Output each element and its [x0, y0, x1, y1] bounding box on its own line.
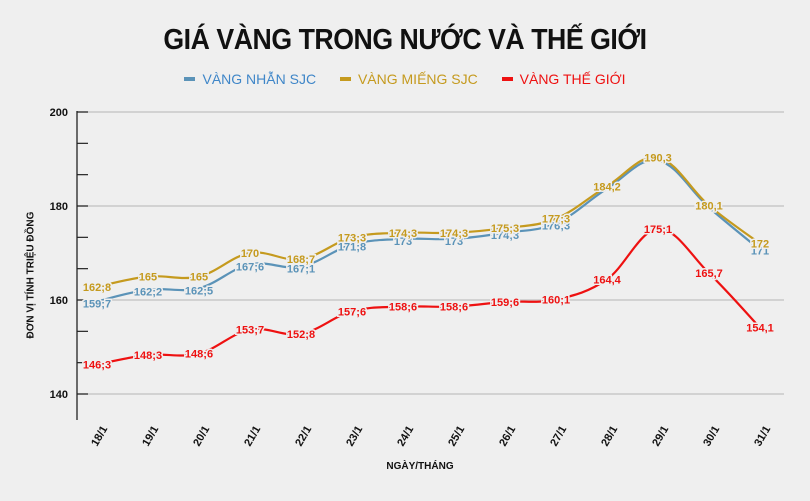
x-tick-label: 23/1 — [344, 424, 365, 449]
chart-title: GIÁ VÀNG TRONG NƯỚC VÀ THẾ GIỚI — [163, 24, 647, 56]
data-label: 148;3 — [134, 350, 162, 362]
data-label: 158;6 — [440, 302, 468, 314]
data-label: 159;6 — [491, 297, 519, 309]
data-label: 174;3 — [389, 228, 417, 240]
legend-item-vang-the-gioi[interactable]: VÀNG THẾ GIỚI — [501, 71, 626, 87]
data-label: 168;7 — [287, 254, 315, 266]
data-label: 174;3 — [440, 228, 468, 240]
y-tick-label: 180 — [50, 201, 68, 213]
data-label: 160;1 — [542, 295, 570, 307]
data-label: 173 — [394, 236, 412, 248]
data-label: 174;3 — [491, 230, 519, 242]
data-label: 153;7 — [236, 325, 264, 337]
data-label: 175;3 — [491, 223, 519, 235]
x-tick-label: 21/1 — [242, 424, 263, 449]
data-label: 148;6 — [185, 349, 213, 361]
data-label: 162;5 — [185, 285, 213, 297]
data-label: 154,1 — [746, 323, 774, 335]
x-axis-title: NGÀY/THÁNG — [386, 461, 454, 472]
x-tick-label: 28/1 — [599, 424, 620, 449]
data-label: 159;7 — [83, 298, 111, 310]
data-label: 180,1 — [695, 201, 723, 213]
legend-label: VÀNG NHẪN SJC — [202, 71, 317, 87]
data-label: 165,7 — [695, 268, 723, 280]
x-tick-label: 19/1 — [140, 424, 161, 449]
data-label: 171 — [751, 245, 769, 257]
legend-item-vang-nhan-sjc[interactable]: VÀNG NHẪN SJC — [184, 71, 316, 87]
data-label: 158;6 — [389, 302, 417, 314]
data-label: 184,2 — [593, 181, 621, 193]
legend-swatch-icon — [501, 77, 513, 82]
legend-label: VÀNG MIẾNG SJC — [357, 71, 478, 87]
data-label: 172 — [751, 239, 769, 251]
data-label: 175;1 — [644, 224, 672, 236]
data-label: 164,4 — [593, 274, 621, 286]
chart-legend: VÀNG NHẪN SJC VÀNG MIẾNG SJC VÀNG THẾ GI… — [0, 71, 810, 87]
x-tick-label: 31/1 — [752, 424, 773, 449]
x-tick-label: 20/1 — [191, 424, 212, 449]
legend-item-vang-mieng-sjc[interactable]: VÀNG MIẾNG SJC — [339, 71, 478, 87]
y-tick-label: 140 — [50, 389, 68, 401]
x-tick-label: 18/1 — [89, 424, 110, 449]
data-label: 162;8 — [83, 282, 111, 294]
data-label: 176;3 — [542, 220, 570, 232]
data-label: 167;6 — [236, 261, 264, 273]
data-label: 146;3 — [83, 359, 111, 371]
x-tick-label: 22/1 — [293, 424, 314, 449]
y-tick-label: 160 — [50, 295, 68, 307]
data-label: 173;3 — [338, 232, 366, 244]
x-tick-label: 25/1 — [446, 424, 467, 449]
y-tick-label: 200 — [50, 107, 68, 119]
series-line-2 — [96, 227, 761, 366]
data-label: 157;6 — [338, 306, 366, 318]
data-label: 165 — [190, 272, 208, 284]
data-label: 165 — [139, 272, 157, 284]
x-tick-label: 29/1 — [650, 424, 671, 449]
legend-swatch-icon — [339, 77, 351, 82]
data-label: 162;2 — [134, 287, 162, 299]
data-label: 152;8 — [287, 329, 315, 341]
series-line-1 — [96, 156, 761, 288]
data-label: 171;8 — [338, 242, 366, 254]
legend-swatch-icon — [184, 77, 196, 82]
data-label: 173 — [445, 236, 463, 248]
x-tick-label: 27/1 — [548, 424, 569, 449]
data-label: 177;3 — [542, 214, 570, 226]
series-line-0 — [96, 159, 761, 303]
data-label: 167;1 — [287, 264, 315, 276]
x-tick-label: 26/1 — [497, 424, 518, 449]
x-tick-label: 24/1 — [395, 424, 416, 449]
data-label: 170 — [241, 248, 259, 260]
data-label: 190,3 — [644, 153, 672, 165]
legend-label: VÀNG THẾ GIỚI — [519, 71, 626, 87]
x-tick-label: 30/1 — [701, 424, 722, 449]
